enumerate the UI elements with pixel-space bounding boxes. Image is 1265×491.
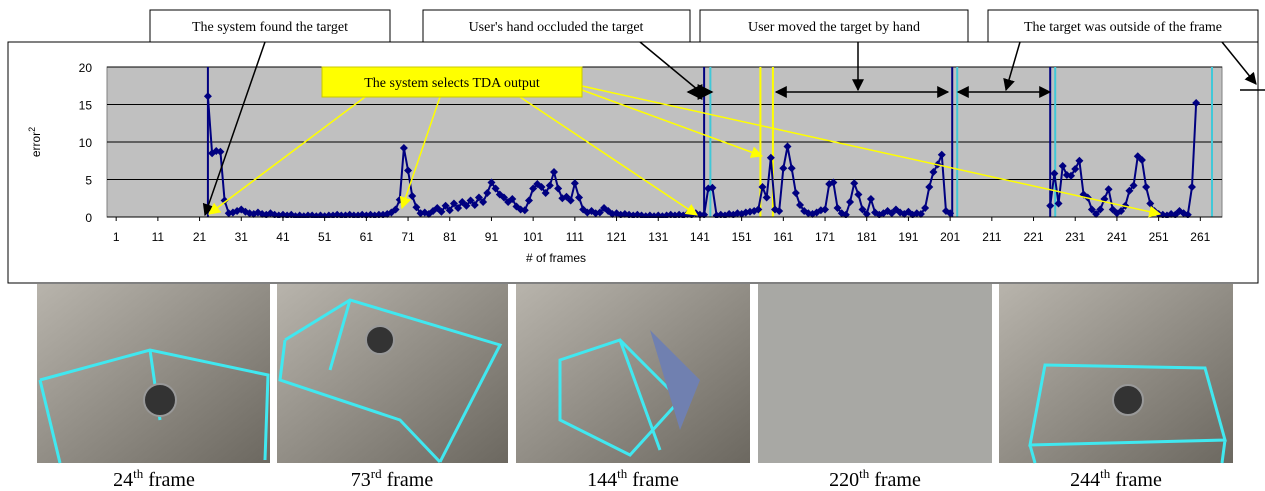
x-tick-label: 91	[485, 230, 499, 244]
caption: 244thframe	[1070, 466, 1162, 491]
x-tick-label: 141	[690, 230, 710, 244]
annotation: User moved the target by hand	[748, 20, 920, 35]
annotation: User's hand occluded the target	[469, 20, 644, 35]
x-tick-label: 211	[982, 230, 1001, 244]
caption-label: frame	[632, 469, 679, 491]
caption-suffix: th	[859, 466, 870, 481]
x-tick-label: 171	[815, 230, 835, 244]
x-tick-label: 1	[113, 230, 120, 244]
y-tick-label: 20	[79, 61, 93, 75]
y-tick-label: 5	[85, 174, 92, 188]
photos	[37, 284, 1233, 463]
caption-number: 144	[587, 469, 617, 491]
photo	[758, 284, 992, 463]
x-tick-label: 231	[1065, 230, 1085, 244]
photo	[999, 284, 1233, 463]
x-tick-label: 201	[940, 230, 960, 244]
x-tick-label: 121	[607, 230, 627, 244]
x-tick-label: 251	[1149, 230, 1169, 244]
annotation: The system selects TDA output	[364, 76, 540, 91]
x-tick-label: 261	[1190, 230, 1210, 244]
x-tick-label: 81	[443, 230, 457, 244]
caption-label: frame	[874, 469, 921, 491]
y-label-sup: 2	[27, 127, 37, 132]
caption-suffix: rd	[371, 466, 382, 481]
figure: 0510152011121314151617181911011111211311…	[0, 0, 1265, 491]
x-tick-label: 151	[732, 230, 752, 244]
photo	[37, 284, 270, 463]
y-tick-label: 0	[85, 211, 92, 225]
x-tick-label: 101	[523, 230, 543, 244]
y-tick-label: 15	[79, 99, 93, 113]
y-tick-label: 10	[79, 136, 93, 150]
x-axis-label: # of frames	[526, 251, 586, 265]
x-tick-label: 61	[360, 230, 374, 244]
caption-label: frame	[387, 469, 434, 491]
photo	[277, 284, 508, 463]
x-tick-label: 71	[401, 230, 415, 244]
annotation: The system found the target	[192, 20, 348, 35]
x-tick-label: 111	[566, 230, 585, 244]
x-tick-label: 131	[648, 230, 668, 244]
x-tick-label: 31	[235, 230, 249, 244]
photo	[516, 284, 750, 463]
x-tick-label: 41	[276, 230, 290, 244]
x-tick-label: 241	[1107, 230, 1127, 244]
caption-suffix: th	[617, 466, 628, 481]
x-tick-label: 181	[857, 230, 877, 244]
x-tick-label: 21	[193, 230, 207, 244]
x-tick-label: 191	[898, 230, 918, 244]
x-tick-label: 51	[318, 230, 332, 244]
x-tick-label: 161	[773, 230, 793, 244]
caption-number: 220	[829, 469, 859, 491]
x-tick-label: 221	[1024, 230, 1044, 244]
caption-number: 244	[1070, 469, 1100, 491]
y-label-text: error	[29, 132, 43, 157]
caption-number: 73	[351, 469, 371, 491]
caption-label: frame	[1115, 469, 1162, 491]
caption-number: 24	[113, 469, 133, 491]
x-tick-label: 11	[152, 230, 165, 244]
caption-suffix: th	[1100, 466, 1111, 481]
caption-label: frame	[148, 469, 195, 491]
annotation: The target was outside of the frame	[1024, 20, 1222, 35]
caption-suffix: th	[133, 466, 144, 481]
captions: 24thframe73rdframe144thframe220thframe24…	[113, 466, 1162, 491]
